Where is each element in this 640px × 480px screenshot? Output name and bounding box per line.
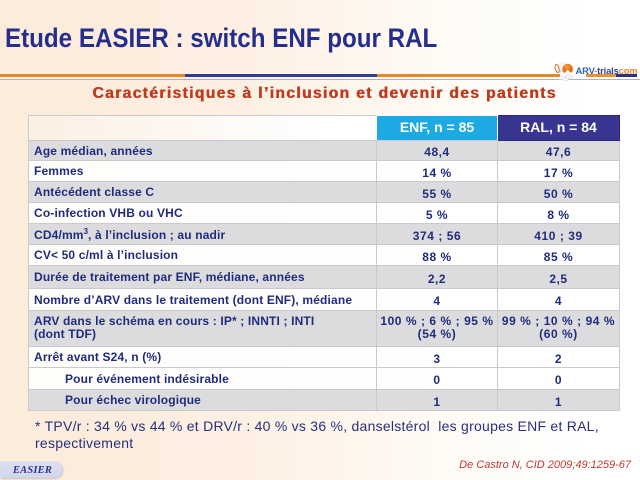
- svg-text:ARV-trialscom: ARV-trialscom: [576, 65, 638, 76]
